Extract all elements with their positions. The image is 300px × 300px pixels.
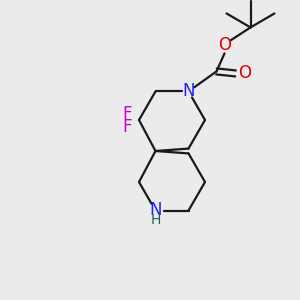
Text: O: O [238,64,251,82]
Text: F: F [122,105,132,123]
Text: O: O [218,36,231,54]
Text: H: H [150,213,161,226]
Text: N: N [149,201,162,219]
Text: N: N [182,82,195,100]
Text: F: F [122,118,132,136]
